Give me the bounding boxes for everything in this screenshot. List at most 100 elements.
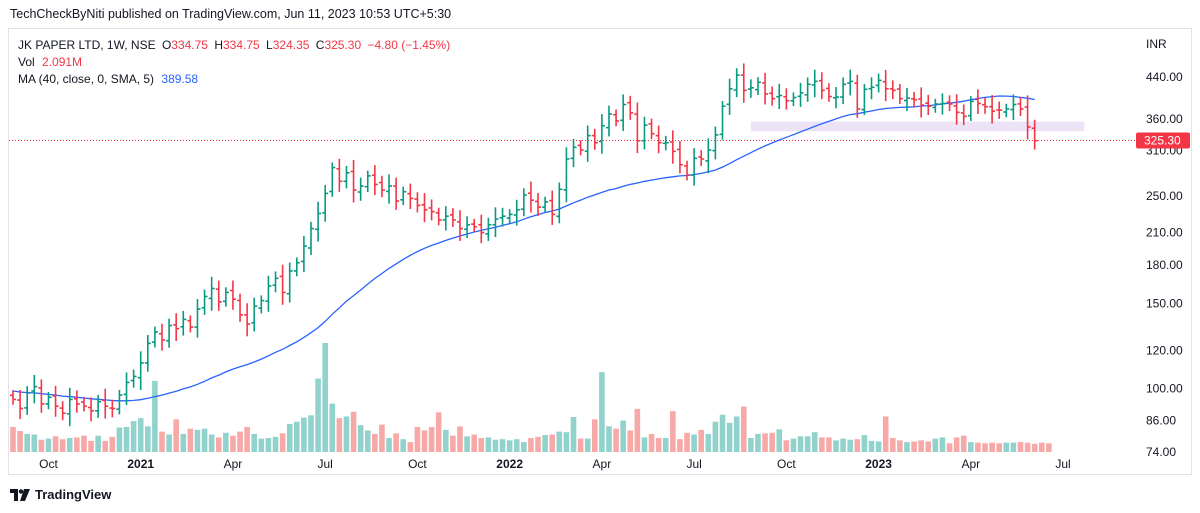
tradingview-brand[interactable]: TradingView (10, 487, 111, 502)
ohlc-bar (996, 101, 1003, 119)
ohlc-bar (80, 396, 87, 412)
ohlc-bar (804, 77, 811, 102)
volume-bar (88, 440, 94, 452)
ohlc-bar (10, 390, 16, 405)
volume-bar (868, 440, 875, 452)
volume-bar (797, 436, 804, 452)
ohlc-bar (705, 138, 712, 174)
volume-bar (244, 426, 250, 452)
ohlc-bar (300, 235, 307, 273)
volume-bar (180, 433, 187, 452)
legend-ma-label[interactable]: MA (40, close, 0, SMA, 5) (18, 72, 155, 86)
volume-bar (1010, 442, 1017, 452)
ohlc-bar (698, 150, 705, 167)
volume-bar (783, 440, 790, 452)
ohlc-bar (442, 206, 449, 231)
ohlc-bar (868, 77, 875, 100)
ohlc-bar (1017, 97, 1024, 117)
volume-bar (826, 437, 832, 452)
ohlc-bar (790, 92, 797, 107)
ohlc-bar (918, 87, 925, 118)
volume-bar (499, 439, 506, 452)
last-price-badge-text: 325.30 (1144, 134, 1181, 148)
chart-frame (8, 28, 1192, 475)
legend-high-label: H (214, 38, 223, 52)
volume-bar (428, 426, 435, 452)
volume-bar (833, 440, 839, 452)
volume-bar (152, 380, 158, 452)
volume-bar (31, 434, 38, 452)
ohlc-bar (187, 315, 194, 333)
ohlc-bar (414, 192, 421, 213)
volume-bar (606, 426, 612, 452)
ohlc-bars (10, 63, 1038, 427)
ohlc-bar (222, 287, 229, 307)
time-axis[interactable]: Oct 2021 Apr Jul Oct 2022 Apr Jul Oct 2023 Apr Jul (39, 457, 1071, 471)
volume-bar (506, 440, 513, 452)
ohlc-bar (506, 209, 513, 224)
volume-bar (251, 433, 258, 452)
legend-symbol[interactable]: JK PAPER LTD, 1W, NSE (18, 38, 156, 52)
ohlc-bar (634, 102, 641, 154)
time-tick-label: 2022 (496, 457, 523, 471)
ohlc-bar (123, 372, 130, 406)
volume-bar (755, 433, 761, 452)
volume-bar (733, 416, 740, 452)
volume-bar (109, 436, 116, 452)
legend-volume-value: 2.091M (42, 55, 83, 69)
moving-average-layer (12, 95, 1035, 402)
ohlc-bar (201, 289, 208, 315)
ohlc-bar (570, 138, 577, 168)
ohlc-bar (17, 390, 24, 420)
ohlc-bar (662, 135, 669, 151)
price-axis[interactable]: 74.00 86.00 100.00 120.00 150.00 180.00 210.00… (1146, 70, 1183, 459)
ohlc-bar (492, 207, 499, 238)
ohlc-bar (307, 221, 314, 255)
volume-bar (230, 435, 236, 452)
volume-bar (996, 443, 1003, 452)
ohlc-bar (59, 401, 66, 421)
volume-bar (584, 438, 591, 452)
volume-bar (265, 438, 272, 452)
volume-bar (279, 433, 286, 452)
time-tick-label: Apr (593, 457, 612, 471)
ohlc-bar (974, 89, 981, 115)
ohlc-bar (343, 165, 350, 189)
volume-bar (66, 438, 73, 452)
legend-change: −4.80 (−1.45%) (367, 38, 451, 52)
volume-bar (790, 438, 797, 452)
volume-bar (478, 438, 485, 452)
ohlc-bar (407, 183, 414, 210)
ohlc-bar (953, 94, 960, 125)
legend-volume-label[interactable]: Vol (18, 55, 35, 69)
ohlc-bar (1010, 94, 1017, 121)
volume-bar (102, 440, 109, 452)
ohlc-bar (613, 109, 620, 127)
volume-bar (322, 343, 328, 452)
ohlc-bar (102, 388, 109, 419)
ohlc-bar (449, 208, 456, 228)
volume-bar (627, 430, 634, 452)
ohlc-bar (350, 159, 357, 203)
volume-bar (840, 438, 846, 452)
ohlc-bar (932, 98, 939, 113)
volume-bar (854, 439, 861, 452)
ohlc-bar (173, 313, 180, 342)
volume-bar (953, 437, 960, 452)
legend-close-label: C (315, 38, 325, 52)
volume-bar (911, 441, 917, 452)
ohlc-bar (818, 72, 825, 100)
ohlc-bar (967, 96, 974, 122)
ohlc-bar (911, 91, 918, 107)
chart-legend: JK PAPER LTD, 1W, NSE O334.75 H334.75 L3… (18, 37, 450, 88)
volume-bar (1038, 442, 1045, 452)
volume-bar (173, 419, 179, 452)
ohlc-bar (272, 271, 279, 293)
volume-bar (357, 425, 364, 452)
volume-bar (130, 421, 137, 452)
volume-bar (350, 411, 357, 452)
time-tick-label: Oct (39, 457, 58, 471)
ohlc-bar (542, 196, 549, 213)
ohlc-bar (499, 207, 506, 227)
